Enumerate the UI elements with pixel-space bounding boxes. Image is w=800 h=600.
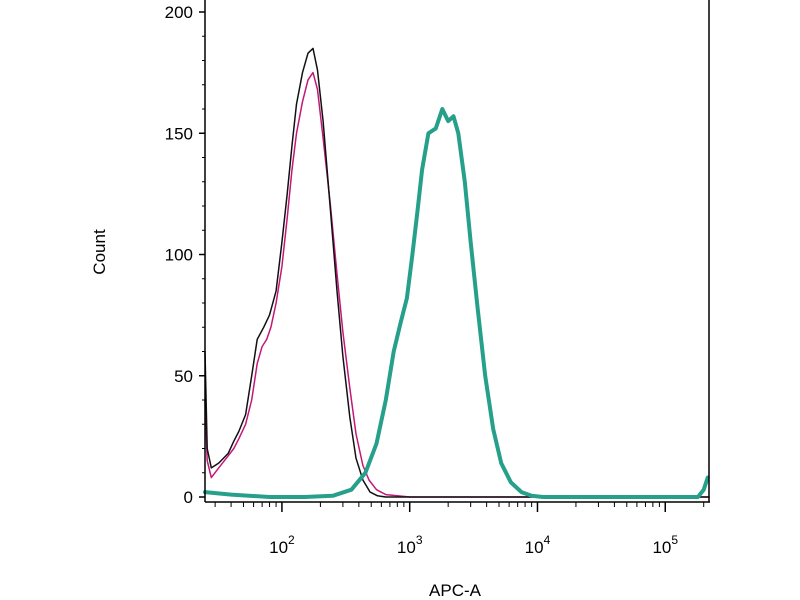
histogram-series-3 [203,107,710,499]
x-axis-ticks: 102 103 104 105 [214,502,705,557]
x-tick-label: 105 [652,533,678,557]
series-layer [203,47,710,499]
y-tick-label: 100 [165,246,193,265]
x-tick-label: 103 [397,533,423,557]
x-tick-label: 104 [525,533,551,557]
y-tick-label: 150 [165,124,193,143]
y-axis-label: Count [90,229,109,275]
y-axis-ticks: 0 50 100 150 200 [165,3,205,507]
histogram-series-2 [204,47,710,498]
y-tick-label: 0 [184,488,193,507]
x-axis-label: APC-A [429,581,482,600]
y-tick-label: 200 [165,3,193,22]
x-tick-label: 102 [269,533,295,557]
y-tick-label: 50 [174,367,193,386]
